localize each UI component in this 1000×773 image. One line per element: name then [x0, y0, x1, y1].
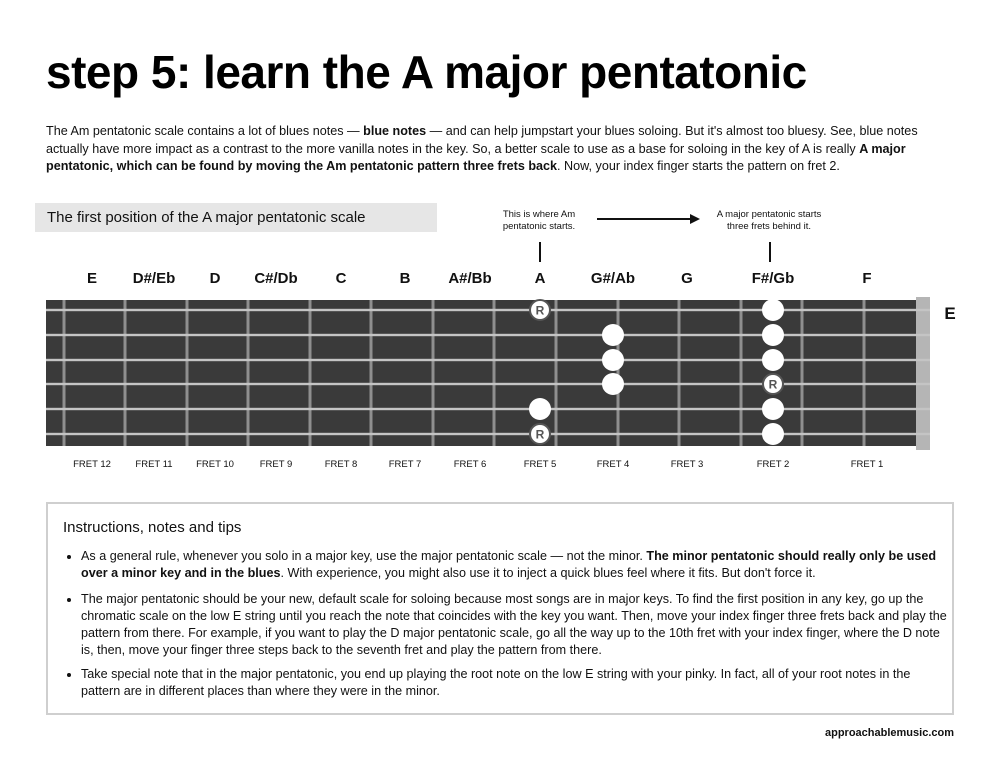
- note-name: D#/Eb: [133, 270, 176, 287]
- tip-item: Take special note that in the major pent…: [81, 666, 951, 700]
- annotation-tick-right: [769, 242, 771, 262]
- intro-text-3: . Now, your index finger starts the patt…: [557, 159, 840, 173]
- scale-note-dot: [762, 349, 784, 371]
- scale-note-dot: [762, 423, 784, 445]
- open-string-label: E: [944, 304, 955, 323]
- intro-text-1: The Am pentatonic scale contains a lot o…: [46, 124, 364, 138]
- fret-wire: [492, 300, 496, 446]
- fret-label: FRET 2: [757, 459, 790, 470]
- tip-text: As a general rule, whenever you solo in …: [81, 549, 647, 563]
- guitar-string: [46, 333, 930, 337]
- fret-label: FRET 7: [389, 459, 422, 470]
- footer-url: approachablemusic.com: [825, 727, 954, 739]
- fret-label: FRET 12: [73, 459, 111, 470]
- fret-wire: [369, 300, 373, 446]
- scale-note-dot: [529, 398, 551, 420]
- instructions-heading: Instructions, notes and tips: [63, 519, 242, 536]
- fret-wire: [123, 300, 127, 446]
- note-name: C: [336, 270, 347, 287]
- fret-wire: [308, 300, 312, 446]
- guitar-string: [46, 432, 930, 436]
- intro-text-2: — and can help jumpstart your blues solo…: [46, 124, 918, 156]
- fret-label: FRET 3: [671, 459, 704, 470]
- note-name: C#/Db: [254, 270, 297, 287]
- scale-note-dot: [602, 373, 624, 395]
- root-marker: R: [769, 378, 778, 392]
- root-note-dot: [762, 373, 784, 395]
- fret-label: FRET 6: [454, 459, 487, 470]
- note-name: E: [87, 270, 97, 287]
- fret-wire: [246, 300, 250, 446]
- fret-wire: [554, 300, 558, 446]
- guitar-string: [46, 382, 930, 386]
- fretboard-body: [46, 300, 916, 446]
- fret-wire: [431, 300, 435, 446]
- fret-label: FRET 1: [851, 459, 884, 470]
- section-label: The first position of the A major pentat…: [35, 203, 437, 232]
- nut: [916, 297, 930, 450]
- root-marker: R: [536, 428, 545, 442]
- fret-label: FRET 5: [524, 459, 557, 470]
- fret-wire: [800, 300, 804, 446]
- guitar-string: [46, 407, 930, 411]
- fret-label: FRET 8: [325, 459, 358, 470]
- fret-label: FRET 4: [597, 459, 630, 470]
- note-name: G: [681, 270, 693, 287]
- scale-note-dot: [762, 324, 784, 346]
- root-note-dot: [529, 423, 551, 445]
- fret-wire: [862, 300, 866, 446]
- fret-wire: [677, 300, 681, 446]
- note-name: G#/Ab: [591, 270, 635, 287]
- annotation-am-start: This is where Am pentatonic starts.: [502, 209, 576, 232]
- tip-item: The major pentatonic should be your new,…: [81, 591, 951, 659]
- fret-wire: [62, 300, 66, 446]
- guitar-string: [46, 358, 930, 362]
- fret-label: FRET 10: [196, 459, 234, 470]
- scale-note-dot: [762, 398, 784, 420]
- root-marker: R: [536, 304, 545, 318]
- fret-wire: [616, 300, 620, 446]
- note-name: B: [400, 270, 411, 287]
- fret-wire: [739, 300, 743, 446]
- root-note-dot: [529, 299, 551, 321]
- note-name: F#/Gb: [752, 270, 795, 287]
- intro-paragraph: The Am pentatonic scale contains a lot o…: [46, 123, 946, 176]
- tip-item: As a general rule, whenever you solo in …: [81, 548, 951, 582]
- annotation-arrow-head: [690, 214, 700, 224]
- intro-bold-1: blue notes: [363, 124, 427, 138]
- page-title: step 5: learn the A major pentatonic: [46, 46, 807, 98]
- fretboard-diagram: E D#/Eb D C#/Db C B A#/Bb A G#/Ab G F#/Gb F FRET 12 F…: [46, 214, 956, 470]
- tip-text: . With experience, you might also use it…: [280, 566, 816, 580]
- annotation-tick-left: [539, 242, 541, 262]
- scale-note-dot: [602, 349, 624, 371]
- note-name: F: [862, 270, 871, 287]
- scale-note-dot: [762, 299, 784, 321]
- note-name: D: [210, 270, 221, 287]
- intro-bold-2: A major pentatonic, which can be found b…: [46, 141, 906, 174]
- annotation-a-major-start: A major pentatonic starts three frets be…: [716, 209, 822, 232]
- note-name: A#/Bb: [448, 270, 491, 287]
- note-name: A: [535, 270, 546, 287]
- fret-wire: [185, 300, 189, 446]
- tip-bold: The minor pentatonic should really only …: [81, 549, 937, 580]
- fret-label: FRET 11: [135, 459, 172, 470]
- guitar-string: [46, 308, 930, 312]
- instructions-list: As a general rule, whenever you solo in …: [63, 548, 951, 709]
- scale-note-dot: [602, 324, 624, 346]
- fret-label: FRET 9: [260, 459, 293, 470]
- instructions-box: Instructions, notes and tips As a genera…: [46, 502, 954, 715]
